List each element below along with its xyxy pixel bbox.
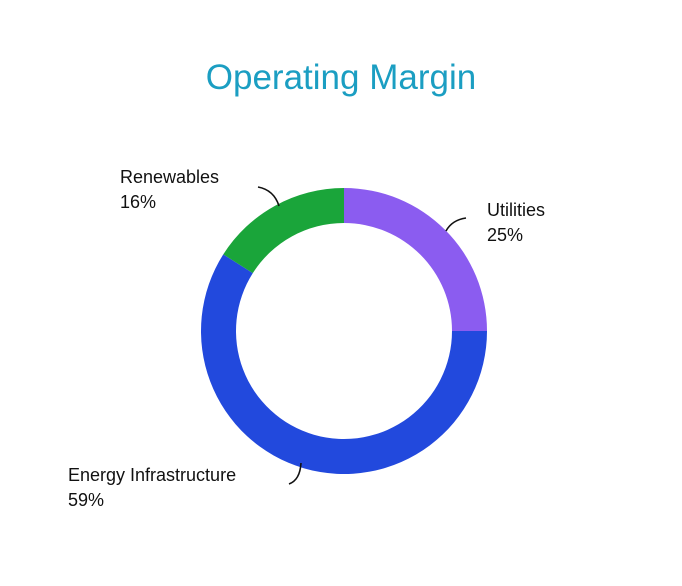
slice-label: Renewables [120, 167, 219, 187]
slice-value-label: 16% [120, 192, 156, 212]
slice-renewables [223, 188, 344, 274]
leader-line [257, 186, 280, 207]
slice-energy-infrastructure [200, 254, 487, 475]
slice-label: Utilities [487, 200, 545, 220]
leader-line [288, 462, 302, 485]
slice-utilities [344, 188, 487, 331]
leader-line [445, 217, 467, 232]
chart-title: Operating Margin [205, 58, 477, 97]
slice-label: Energy Infrastructure [68, 465, 236, 485]
slice-value-label: 25% [487, 225, 523, 245]
slice-value-label: 59% [68, 490, 104, 510]
